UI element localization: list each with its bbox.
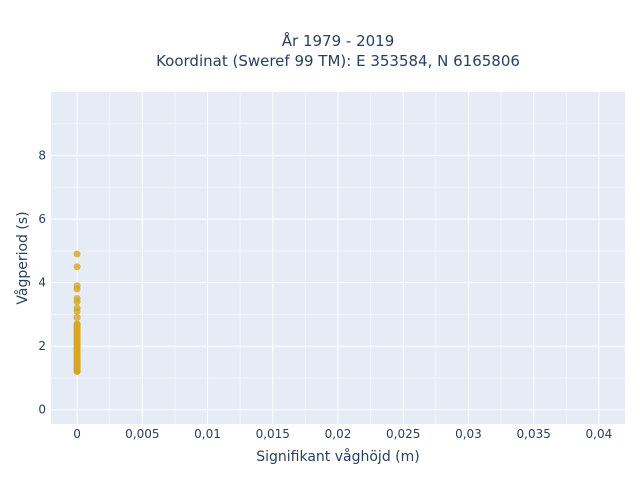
y-tick-label: 0 [38,403,46,417]
y-tick-label: 6 [38,212,46,226]
data-point [73,321,81,329]
y-axis-title: Vågperiod (s) [14,211,31,304]
y-tick-label: 8 [38,149,46,163]
x-tick-label: 0,035 [517,427,551,441]
data-point [73,282,81,290]
x-axis-title: Signifikant våghöjd (m) [256,448,419,465]
data-point [73,304,81,312]
data-point [73,314,81,322]
x-tick-label: 0,005 [125,427,159,441]
x-tick-label: 0,025 [386,427,420,441]
x-tick-label: 0,04 [586,427,613,441]
data-points [73,250,81,376]
data-point [73,250,81,258]
x-tick-labels: 0 0,005 0,01 0,015 0,02 0,025 0,03 0,035 0,04 [73,427,612,441]
x-tick-label: 0 [73,427,81,441]
y-tick-label: 4 [38,276,46,290]
y-tick-label: 2 [38,339,46,353]
x-tick-label: 0,03 [455,427,482,441]
y-tick-labels: 0 2 4 6 8 [38,149,46,417]
grid [51,92,625,424]
chart-subtitle: Koordinat (Sweref 99 TM): E 353584, N 61… [156,52,520,70]
x-tick-label: 0,015 [256,427,290,441]
chart-title: År 1979 - 2019 [282,31,395,50]
data-point [73,263,81,271]
data-point [73,295,81,303]
x-tick-label: 0,01 [194,427,221,441]
x-tick-label: 0,02 [325,427,352,441]
